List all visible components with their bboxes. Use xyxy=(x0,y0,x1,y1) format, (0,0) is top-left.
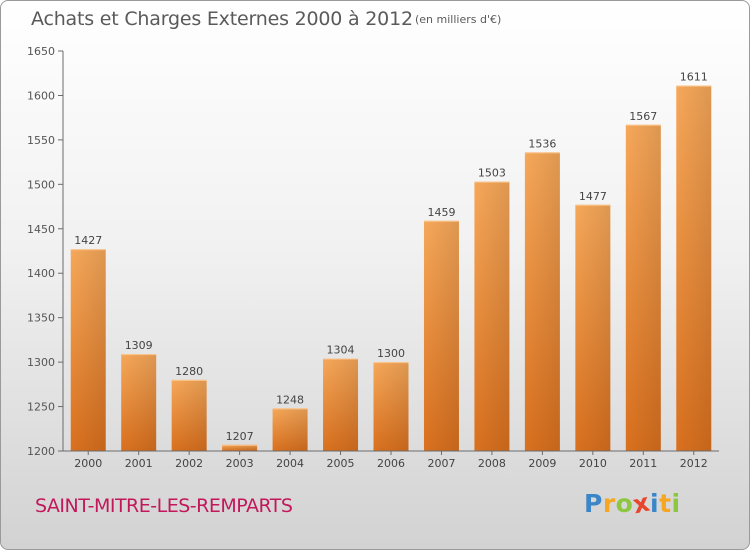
bar-shade-2005 xyxy=(323,358,359,451)
logo-letter: o xyxy=(615,489,634,518)
bar-shade-2001 xyxy=(121,354,157,451)
data-label-2010: 1477 xyxy=(579,190,607,203)
x-tick-label: 2009 xyxy=(528,457,556,470)
x-tick-label: 2008 xyxy=(478,457,506,470)
data-label-2007: 1459 xyxy=(427,206,455,219)
x-tick-label: 2011 xyxy=(629,457,657,470)
y-tick-label: 1500 xyxy=(27,178,55,191)
bar-shade-2002 xyxy=(171,379,207,451)
data-label-2004: 1248 xyxy=(276,393,304,406)
chart-title: Achats et Charges Externes 2000 à 2012 xyxy=(31,8,413,30)
y-tick-label: 1650 xyxy=(27,45,55,58)
data-label-2009: 1536 xyxy=(528,137,556,150)
bar-shade-2007 xyxy=(423,220,459,451)
data-label-2011: 1567 xyxy=(629,110,657,123)
logo-letter: i xyxy=(650,489,660,518)
bar-shade-2006 xyxy=(373,362,409,451)
x-tick-label: 2000 xyxy=(74,457,102,470)
y-tick-label: 1450 xyxy=(27,223,55,236)
logo-letter: i xyxy=(671,489,681,518)
x-axis: 2000 2001 2002 2003 2004 2005 2006 2007 2008 2009… xyxy=(63,450,719,470)
proxiti-logo[interactable]: Proxiti xyxy=(584,488,681,520)
bar-shade-2012 xyxy=(676,85,712,452)
chart-subtitle: (en milliers d'€) xyxy=(415,13,502,26)
bar-shade-2008 xyxy=(474,181,510,451)
x-tick-label: 2006 xyxy=(377,457,405,470)
data-label-2002: 1280 xyxy=(175,365,203,378)
bar-shade-2011 xyxy=(625,124,661,452)
logo-letter: P xyxy=(584,489,603,518)
bar-shade-2009 xyxy=(524,152,560,452)
bars: 1427 1309 1280 1207 1248 1304 1300 1459 1503 1536… xyxy=(70,71,712,452)
bar-shade-2004 xyxy=(272,408,308,451)
data-label-2008: 1503 xyxy=(478,167,506,180)
bar-shade-2010 xyxy=(575,204,611,451)
y-tick-label: 1350 xyxy=(27,312,55,325)
y-tick-label: 1200 xyxy=(27,445,55,458)
data-label-2001: 1309 xyxy=(125,339,153,352)
data-label-2006: 1300 xyxy=(377,347,405,360)
data-label-2005: 1304 xyxy=(327,344,355,357)
data-label-2003: 1207 xyxy=(226,430,254,443)
x-tick-label: 2004 xyxy=(276,457,304,470)
x-tick-label: 2012 xyxy=(680,457,708,470)
x-tick-label: 2003 xyxy=(226,457,254,470)
y-tick-label: 1250 xyxy=(27,401,55,414)
x-tick-label: 2010 xyxy=(579,457,607,470)
y-tick-label: 1300 xyxy=(27,356,55,369)
y-axis: 1200 1250 1300 1350 1400 1450 1500 1550 1600 1650 xyxy=(27,45,64,458)
bar-shade-2000 xyxy=(70,249,106,451)
x-tick-label: 2007 xyxy=(427,457,455,470)
y-tick-label: 1550 xyxy=(27,134,55,147)
bar-shade-2003 xyxy=(222,444,258,451)
y-tick-label: 1400 xyxy=(27,267,55,280)
location-name: SAINT-MITRE-LES-REMPARTS xyxy=(35,495,293,517)
data-label-2012: 1611 xyxy=(680,71,708,84)
data-label-2000: 1427 xyxy=(74,234,102,247)
x-tick-label: 2005 xyxy=(327,457,355,470)
x-tick-label: 2002 xyxy=(175,457,203,470)
logo-letter: t xyxy=(659,489,672,518)
logo-letter: r xyxy=(602,489,616,518)
x-tick-label: 2001 xyxy=(125,457,153,470)
y-tick-label: 1600 xyxy=(27,89,55,102)
